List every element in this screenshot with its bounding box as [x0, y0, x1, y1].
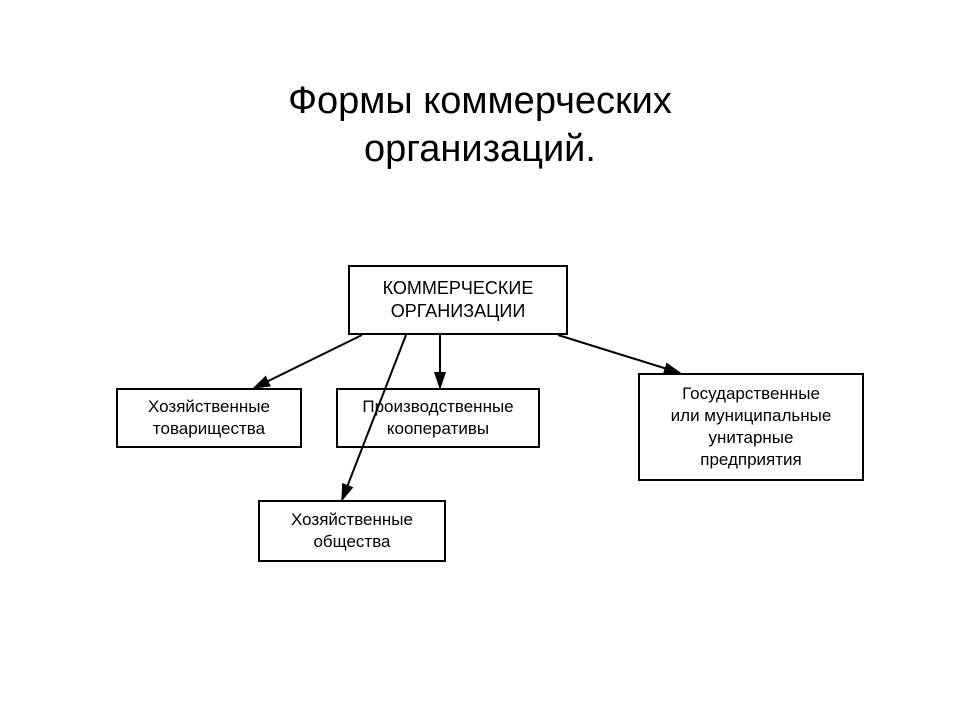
node-economic-partnerships: Хозяйственные товарищества [116, 388, 302, 448]
node-child3-line1: Государственные [671, 383, 832, 405]
node-state-municipal-enterprises: Государственные или муниципальные унитар… [638, 373, 864, 481]
node-economic-societies: Хозяйственные общества [258, 500, 446, 562]
node-child3-line3: унитарные [671, 427, 832, 449]
node-child3-line2: или муниципальные [671, 405, 832, 427]
node-root: КОММЕРЧЕСКИЕ ОРГАНИЗАЦИИ [348, 265, 568, 335]
page-title-line1: Формы коммерческих [0, 80, 960, 123]
node-child3-line4: предприятия [671, 449, 832, 471]
node-production-cooperatives: Производственные кооперативы [336, 388, 540, 448]
node-child4-line1: Хозяйственные [291, 509, 413, 531]
edge-root-child1 [254, 335, 362, 388]
page-title-line2: организаций. [0, 128, 960, 171]
node-child1-line2: товарищества [148, 418, 270, 440]
node-child2-line2: кооперативы [362, 418, 513, 440]
node-child4-line2: общества [291, 531, 413, 553]
edge-root-child3 [558, 335, 680, 373]
node-child2-line1: Производственные [362, 396, 513, 418]
node-child1-line1: Хозяйственные [148, 396, 270, 418]
node-root-line2: ОРГАНИЗАЦИИ [383, 300, 534, 323]
node-root-line1: КОММЕРЧЕСКИЕ [383, 277, 534, 300]
